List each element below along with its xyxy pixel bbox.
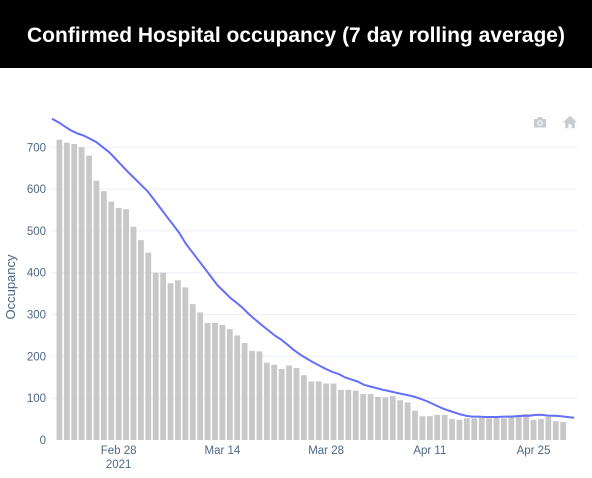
bar [71, 143, 78, 440]
bar [204, 322, 211, 440]
bar [100, 191, 107, 440]
bar [167, 283, 174, 440]
bar [78, 147, 85, 441]
bar [152, 272, 159, 440]
bar [145, 252, 152, 440]
bar [189, 304, 196, 440]
bar [404, 402, 411, 440]
line-series [51, 117, 575, 419]
y-tick-label: 500 [27, 226, 46, 238]
bar [108, 201, 115, 440]
bar [123, 209, 129, 440]
bar [538, 419, 544, 440]
bar [419, 416, 426, 440]
bar [263, 362, 270, 440]
bar [545, 417, 552, 440]
bar [286, 365, 292, 440]
bar [308, 381, 315, 440]
bar [93, 180, 100, 440]
x-tick-label: Mar 14 [204, 445, 240, 457]
bar [515, 414, 522, 440]
bar [367, 394, 374, 440]
y-tick-label: 600 [27, 184, 46, 196]
bar [338, 389, 344, 440]
y-axis-ticks: 0 100 200 300 400 500 600 700 [27, 142, 46, 447]
bar [560, 422, 567, 440]
bar [249, 350, 255, 440]
modebar [532, 114, 578, 130]
bar [486, 418, 492, 440]
bar [471, 418, 478, 440]
y-tick-label: 400 [27, 268, 46, 280]
bar [226, 329, 233, 440]
bar [256, 351, 263, 440]
x-tick-label: Apr 11 [413, 445, 446, 457]
page-title: Confirmed Hospital occupancy (7 day roll… [27, 24, 565, 47]
bar [197, 312, 204, 440]
bar [530, 419, 537, 440]
bar [138, 240, 144, 440]
bar [175, 280, 181, 440]
bar [478, 417, 485, 440]
x-tick-label: Mar 28 [308, 445, 344, 457]
y-tick-label: 700 [27, 142, 46, 154]
x-tick-sublabel: 2021 [106, 459, 132, 471]
bar [508, 415, 515, 440]
x-tick-label: Feb 28 [101, 445, 137, 457]
bar [278, 368, 285, 440]
bar [241, 342, 248, 440]
bar [523, 414, 530, 440]
bar [360, 394, 367, 440]
bar-series [56, 139, 567, 441]
bar [300, 375, 307, 440]
home-icon[interactable] [562, 114, 578, 130]
bar [63, 142, 70, 440]
bar [86, 155, 92, 441]
bar [345, 389, 352, 440]
bar [323, 383, 330, 440]
x-axis-ticks: Feb 28 2021 Mar 14 Mar 28 Apr 11 Apr 25 [101, 445, 551, 471]
bar [449, 419, 455, 440]
bar [219, 325, 226, 440]
bar [56, 139, 63, 440]
y-tick-label: 200 [27, 351, 46, 363]
bar [382, 397, 389, 440]
camera-icon[interactable] [532, 114, 548, 130]
bar [115, 207, 122, 440]
x-tick-label: Apr 25 [517, 445, 551, 457]
bar [493, 417, 500, 440]
bar [397, 400, 404, 440]
bar [463, 418, 470, 440]
bar [552, 421, 559, 440]
y-tick-label: 0 [40, 435, 46, 447]
bar [389, 396, 396, 440]
bar [434, 414, 441, 440]
bar [271, 364, 278, 440]
bar [160, 272, 167, 440]
bar [212, 322, 218, 440]
y-tick-label: 100 [27, 393, 46, 405]
bar [501, 418, 507, 440]
bar [456, 419, 463, 440]
bar [426, 416, 433, 440]
bar [315, 381, 322, 440]
bar [352, 390, 359, 440]
bar [234, 335, 241, 440]
y-tick-label: 300 [27, 310, 46, 322]
bar [330, 383, 337, 440]
title-bar: Confirmed Hospital occupancy (7 day roll… [0, 0, 592, 68]
bar [441, 414, 448, 440]
bar [412, 410, 418, 440]
bar [293, 368, 300, 440]
bar [375, 396, 381, 440]
y-axis-title: Occupancy [3, 254, 18, 320]
bar [182, 287, 189, 440]
bar [130, 226, 137, 440]
rolling-average-line [51, 117, 575, 419]
